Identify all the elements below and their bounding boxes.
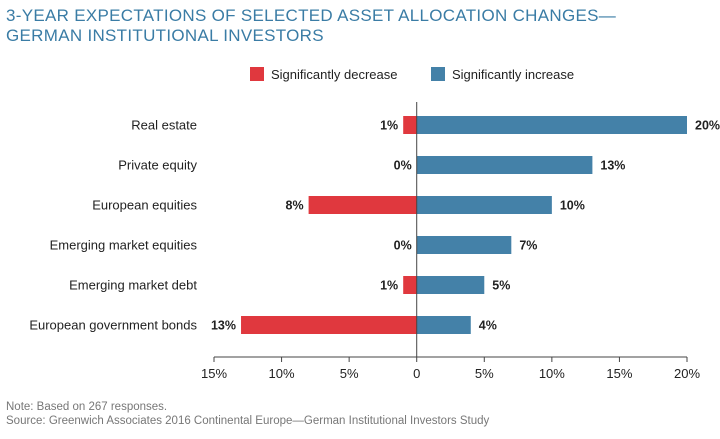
data-label-increase: 13% <box>600 159 625 173</box>
data-label-decrease: 0% <box>394 239 412 253</box>
data-label-decrease: 1% <box>380 119 398 133</box>
bar-increase <box>416 196 552 214</box>
x-tick-label: 5% <box>475 366 494 381</box>
data-label-decrease: 8% <box>286 199 304 213</box>
category-label: European equities <box>92 198 197 213</box>
legend-label-decrease: Significantly decrease <box>271 67 397 82</box>
bar-increase <box>416 316 471 334</box>
data-label-increase: 5% <box>492 279 510 293</box>
category-label: Emerging market equities <box>50 238 198 253</box>
legend-label-increase: Significantly increase <box>452 67 574 82</box>
data-label-increase: 7% <box>519 239 537 253</box>
chart-title-line-1: 3-YEAR EXPECTATIONS OF SELECTED ASSET AL… <box>6 6 617 25</box>
category-label: Real estate <box>131 118 197 133</box>
category-label: Private equity <box>118 158 197 173</box>
bar-increase <box>416 276 485 294</box>
x-tick-label: 10% <box>269 366 295 381</box>
bar-increase <box>416 156 593 174</box>
bar-decrease <box>308 196 417 214</box>
data-label-increase: 20% <box>695 119 720 133</box>
data-label-decrease: 1% <box>380 279 398 293</box>
data-label-decrease: 13% <box>211 319 236 333</box>
legend-swatch-decrease <box>250 67 264 81</box>
chart-title-line-2: GERMAN INSTITUTIONAL INVESTORS <box>6 26 324 45</box>
x-tick-label: 5% <box>340 366 359 381</box>
bar-decrease <box>403 276 417 294</box>
data-label-increase: 10% <box>560 199 585 213</box>
bar-increase <box>416 116 687 134</box>
x-tick-label: 20% <box>674 366 700 381</box>
data-label-increase: 4% <box>479 319 497 333</box>
x-tick-label: 0 <box>413 366 420 381</box>
footnote-note: Note: Based on 267 responses. <box>6 401 168 413</box>
x-tick-label: 15% <box>606 366 632 381</box>
x-tick-label: 15% <box>201 366 227 381</box>
category-label: European government bonds <box>29 318 197 333</box>
x-tick-label: 10% <box>539 366 565 381</box>
chart-title: 3-YEAR EXPECTATIONS OF SELECTED ASSET AL… <box>6 6 616 46</box>
data-label-decrease: 0% <box>394 159 412 173</box>
footnote-source: Source: Greenwich Associates 2016 Contin… <box>6 415 490 427</box>
legend-swatch-increase <box>431 67 445 81</box>
category-label: Emerging market debt <box>69 278 197 293</box>
bar-decrease <box>241 316 417 334</box>
bar-decrease <box>403 116 417 134</box>
bar-increase <box>416 236 512 254</box>
